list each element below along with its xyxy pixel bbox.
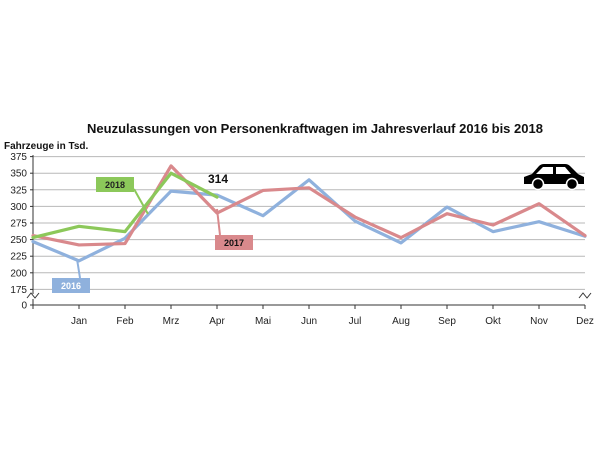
series-line-2017	[31, 164, 587, 247]
x-tick-label: Mai	[255, 316, 271, 327]
x-tick-label: Nov	[530, 316, 548, 327]
x-tick-label: Aug	[392, 316, 410, 327]
x-axis-ticks: Jan Feb Mrz Apr Mai Jun Jul Aug Sep Okt Nov Dez	[32, 305, 594, 327]
y-tick-label: 275	[10, 219, 27, 230]
legend-badges: 2018 2017 2016	[52, 177, 253, 293]
axis-break-gap	[579, 294, 591, 299]
y-tick-label: 225	[10, 252, 27, 263]
legend-label-2016: 2016	[61, 281, 81, 291]
annotation-314: 314	[208, 172, 228, 186]
x-tick-label: Apr	[209, 316, 225, 327]
y-tick-label: 250	[10, 235, 27, 246]
legend-leader-2018	[133, 188, 149, 215]
axis-break-gap	[27, 294, 39, 299]
y-tick-label: 325	[10, 185, 27, 196]
legend-badge-2016	[52, 278, 90, 293]
x-tick-label: Jun	[301, 316, 317, 327]
y-tick-label: 0	[21, 301, 27, 312]
y-tick-label: 375	[10, 152, 27, 163]
series-lines	[31, 164, 587, 263]
x-tick-label: Jan	[71, 316, 87, 327]
axis-break-mark	[26, 292, 40, 299]
series-line-2016	[31, 178, 587, 263]
x-tick-label: Jul	[349, 316, 362, 327]
x-tick-label: Mrz	[163, 316, 180, 327]
y-tick-label: 350	[10, 169, 27, 180]
axis-break-mark	[578, 292, 592, 299]
legend-leader-2017	[216, 208, 221, 236]
gridlines	[33, 156, 585, 290]
y-axis-label: Fahrzeuge in Tsd.	[4, 141, 88, 152]
x-tick-label: Dez	[576, 316, 594, 327]
chart-title: Neuzulassungen von Personenkraftwagen im…	[87, 121, 543, 136]
y-axis-ticks: 0 175 200 225 250 275 300 325 350 375	[10, 152, 33, 312]
legend-label-2017: 2017	[224, 238, 244, 248]
x-tick-label: Sep	[438, 316, 456, 327]
axes	[26, 155, 592, 306]
y-tick-label: 300	[10, 202, 27, 213]
legend-label-2018: 2018	[105, 180, 125, 190]
series-line-2018	[31, 171, 219, 240]
legend-leader-2016	[76, 258, 81, 279]
x-tick-label: Feb	[116, 316, 134, 327]
x-tick-label: Okt	[485, 316, 501, 327]
y-tick-label: 200	[10, 268, 27, 279]
legend-badge-2018	[96, 177, 134, 192]
car-icon	[524, 164, 584, 191]
y-tick-label: 175	[10, 285, 27, 296]
legend-badge-2017	[215, 235, 253, 250]
